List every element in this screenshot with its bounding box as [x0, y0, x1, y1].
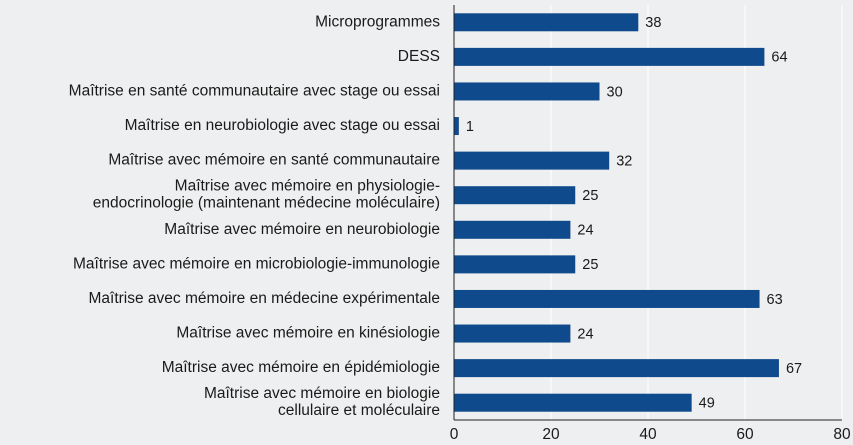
bar	[454, 255, 576, 274]
y-tick-label: Maîtrise avec mémoire en santé communaut…	[108, 152, 440, 169]
value-label: 49	[699, 396, 715, 412]
label-line: Maîtrise avec mémoire en biologie	[204, 385, 440, 402]
value-label: 30	[607, 84, 623, 100]
y-tick-label: Maîtrise avec mémoire en kinésiologie	[176, 325, 440, 342]
bar	[454, 220, 571, 239]
x-tick-label: 60	[736, 426, 754, 443]
value-label: 24	[577, 326, 593, 342]
y-tick-label: DESS	[398, 48, 440, 65]
bar	[454, 186, 576, 205]
bar	[454, 13, 639, 32]
y-tick-label: Maîtrise en santé communautaire avec sta…	[69, 83, 440, 100]
bar	[454, 117, 459, 136]
y-tick-label: Microprogrammes	[315, 13, 440, 30]
x-tick-label: 80	[833, 426, 851, 443]
value-label: 63	[767, 292, 783, 308]
value-label: 24	[577, 223, 593, 239]
bar	[454, 289, 760, 308]
value-label: 67	[786, 361, 802, 377]
label-line: cellulaire et moléculaire	[278, 402, 440, 419]
value-label: 38	[645, 15, 661, 31]
label-line: Maîtrise avec mémoire en physiologie-	[175, 178, 440, 195]
value-label: 25	[582, 188, 598, 204]
bar	[454, 47, 765, 66]
x-tick-label: 40	[639, 426, 657, 443]
y-tick-label: Maîtrise avec mémoire en médecine expéri…	[89, 290, 441, 307]
y-tick-label: Maîtrise avec mémoire en microbiologie-i…	[73, 255, 440, 272]
bar	[454, 393, 692, 412]
value-label: 32	[616, 153, 632, 169]
x-tick-label: 0	[450, 426, 459, 443]
value-label: 25	[582, 257, 598, 273]
bar	[454, 82, 600, 101]
bar	[454, 324, 571, 343]
y-tick-label: Maîtrise avec mémoire en épidémiologie	[162, 359, 440, 376]
label-line: endocrinologie (maintenant médecine molé…	[93, 195, 440, 212]
bar	[454, 359, 779, 378]
y-tick-label: Maîtrise avec mémoire en physiologie-end…	[93, 178, 440, 212]
y-tick-label: Maîtrise en neurobiologie avec stage ou …	[125, 117, 440, 134]
x-tick-label: 20	[542, 426, 560, 443]
bar	[454, 151, 610, 170]
value-label: 1	[466, 119, 474, 135]
y-tick-label: Maîtrise avec mémoire en biologie cellula…	[204, 385, 440, 419]
y-tick-label: Maîtrise avec mémoire en neurobiologie	[164, 221, 440, 238]
value-label: 64	[771, 50, 787, 66]
